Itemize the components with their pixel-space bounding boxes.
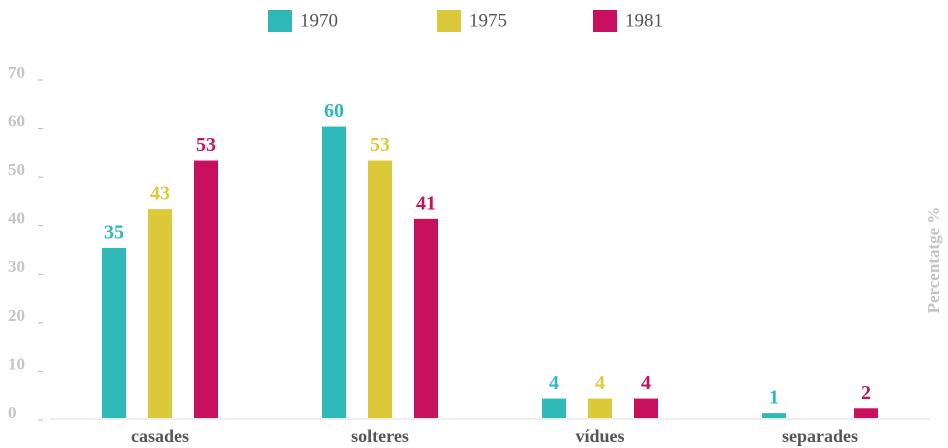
bar <box>368 160 392 419</box>
legend-label: 1975 <box>469 10 507 31</box>
value-label: 1 <box>769 387 779 409</box>
bar <box>194 160 218 419</box>
value-label: 60 <box>324 100 344 122</box>
x-tick-label: vídues <box>575 426 624 446</box>
value-label: 4 <box>549 372 559 394</box>
bar <box>854 408 878 418</box>
bar <box>148 209 172 418</box>
legend-swatch <box>437 10 461 32</box>
value-label: 41 <box>416 192 436 214</box>
bar <box>414 218 438 418</box>
x-tick-label: solteres <box>351 426 409 446</box>
bar <box>542 398 566 418</box>
bar <box>634 398 658 418</box>
legend-label: 1981 <box>625 10 663 31</box>
value-label: 53 <box>196 134 216 156</box>
value-label: 43 <box>150 183 170 205</box>
bar <box>762 413 786 418</box>
x-tick-label: casades <box>131 426 189 446</box>
y-tick-label: 70 <box>8 63 25 82</box>
value-label: 2 <box>861 382 871 404</box>
legend-swatch <box>268 10 292 32</box>
y-axis-label: Percentatge % <box>924 207 943 314</box>
y-tick-label: 50 <box>8 160 25 179</box>
y-tick-label: 60 <box>8 111 25 130</box>
value-label: 4 <box>641 372 651 394</box>
bar <box>102 248 126 418</box>
bar <box>588 398 612 418</box>
x-tick-label: separades <box>782 426 858 446</box>
bar <box>322 126 346 419</box>
y-tick-label: 10 <box>8 354 25 373</box>
y-tick-label: 30 <box>8 257 25 276</box>
legend-swatch <box>593 10 617 32</box>
value-label: 4 <box>595 372 605 394</box>
value-label: 53 <box>370 134 390 156</box>
y-tick-label: 20 <box>8 306 25 325</box>
value-label: 35 <box>104 222 124 244</box>
legend-label: 1970 <box>300 10 338 31</box>
y-tick-label: 40 <box>8 209 25 228</box>
y-tick-label: 0 <box>8 403 17 422</box>
